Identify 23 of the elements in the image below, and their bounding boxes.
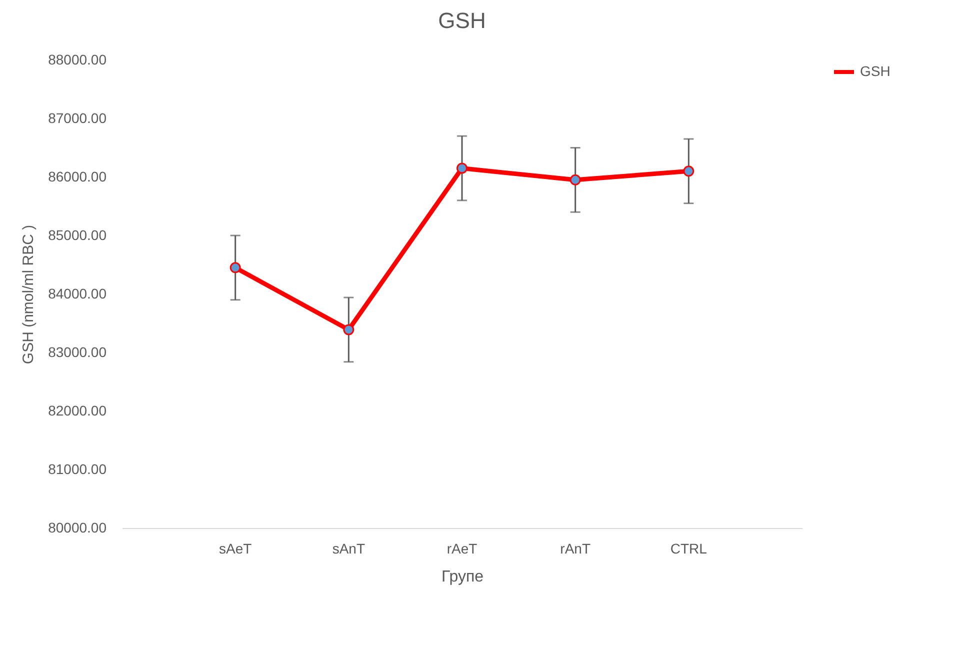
y-tick-label: 87000.00 xyxy=(48,110,107,126)
y-tick-label: 86000.00 xyxy=(48,168,107,184)
y-tick-label: 88000.00 xyxy=(48,52,107,68)
legend-label: GSH xyxy=(860,63,890,79)
chart-title: GSH xyxy=(438,8,486,33)
point xyxy=(230,262,241,274)
x-tick-label: sAeT xyxy=(218,540,252,556)
x-tick-label: sAnT xyxy=(332,540,366,556)
x-tick-label: rAeT xyxy=(446,540,478,556)
point xyxy=(683,166,694,177)
point xyxy=(570,174,581,186)
y-axis-title: GSH (nmol/ml RBC ) xyxy=(20,224,38,364)
y-tick-label: 80000.00 xyxy=(48,520,107,536)
y-tick-label: 82000.00 xyxy=(48,402,107,418)
x-tick-label: rAnT xyxy=(560,540,591,556)
y-tick-label: 85000.00 xyxy=(48,227,107,243)
y-tick-label: 81000.00 xyxy=(48,461,107,477)
x-tick-label: CTRL xyxy=(670,540,708,556)
y-tick-label: 84000.00 xyxy=(48,286,107,302)
point xyxy=(343,324,354,336)
point xyxy=(456,162,468,174)
x-axis-title: Групе xyxy=(441,568,484,586)
y-tick-label: 83000.00 xyxy=(48,344,107,360)
